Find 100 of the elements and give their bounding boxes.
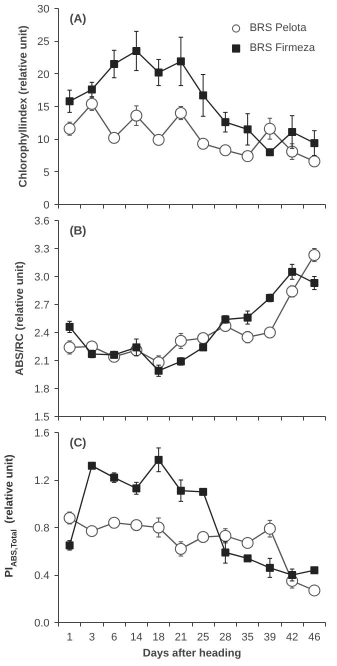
point bbox=[64, 122, 76, 135]
point bbox=[154, 68, 163, 77]
point bbox=[286, 146, 298, 158]
y-tick-label: 3.0 bbox=[34, 272, 50, 284]
x-tick-label: 6 bbox=[111, 632, 118, 644]
y-tick-label: 30 bbox=[37, 4, 50, 16]
point bbox=[242, 536, 254, 549]
y-tick-label: 2.7 bbox=[34, 300, 50, 312]
y-tick-label: 1.2 bbox=[34, 475, 50, 487]
y-tick-label: 1.6 bbox=[34, 428, 50, 440]
point bbox=[197, 531, 210, 543]
point bbox=[199, 488, 208, 496]
y-tick-label: 3.6 bbox=[34, 216, 50, 228]
point bbox=[219, 530, 232, 542]
point bbox=[130, 110, 142, 122]
x-tick-label: 46 bbox=[308, 632, 321, 644]
x-tick-label: 18 bbox=[152, 632, 165, 644]
point bbox=[174, 334, 187, 347]
legend-label: BRS Pelota bbox=[250, 22, 306, 34]
point bbox=[288, 128, 296, 136]
point bbox=[88, 462, 96, 470]
legend-label: BRS Firmeza bbox=[250, 42, 315, 54]
y-tick-label: 1.5 bbox=[34, 412, 50, 424]
point bbox=[197, 332, 210, 344]
point bbox=[152, 356, 165, 368]
point bbox=[176, 57, 185, 66]
point bbox=[152, 134, 165, 146]
point bbox=[266, 148, 274, 156]
chart-title: (C) bbox=[70, 436, 86, 450]
point bbox=[264, 522, 276, 535]
point bbox=[219, 144, 232, 156]
x-tick-label: 25 bbox=[197, 632, 210, 644]
y-tick-label: 25 bbox=[37, 36, 50, 48]
point bbox=[174, 542, 187, 555]
chart-title: (A) bbox=[70, 12, 86, 26]
point bbox=[308, 584, 320, 596]
point bbox=[64, 512, 76, 524]
x-tick-label: 28 bbox=[219, 632, 232, 644]
point bbox=[221, 548, 230, 556]
point bbox=[110, 60, 118, 68]
point bbox=[244, 554, 252, 562]
point bbox=[221, 118, 230, 126]
y-tick-label: 2.1 bbox=[34, 356, 50, 368]
point bbox=[310, 279, 318, 288]
point bbox=[244, 314, 252, 322]
point bbox=[154, 366, 163, 375]
point bbox=[176, 486, 185, 495]
point bbox=[108, 132, 120, 144]
point bbox=[66, 322, 74, 331]
y-tick-label: 10 bbox=[37, 134, 50, 146]
x-tick-label: 35 bbox=[242, 632, 254, 644]
x-tick-label: 42 bbox=[286, 632, 298, 644]
y-tick-label: 0.0 bbox=[34, 618, 50, 630]
point bbox=[310, 566, 318, 574]
point bbox=[152, 522, 165, 534]
y-tick-label: 0 bbox=[43, 200, 50, 212]
point bbox=[130, 519, 142, 532]
point bbox=[308, 249, 320, 262]
point bbox=[242, 331, 254, 344]
x-tick-label: 14 bbox=[130, 632, 143, 644]
y-tick-label: 20 bbox=[37, 68, 50, 81]
y-tick-label: 2.4 bbox=[34, 328, 50, 340]
x-tick-label: 21 bbox=[174, 632, 188, 644]
point bbox=[264, 326, 276, 338]
point bbox=[242, 150, 254, 162]
point bbox=[308, 155, 320, 168]
y-axis-title: PIABS,Total (relative unit) bbox=[4, 454, 18, 578]
x-tick-label: 39 bbox=[264, 632, 276, 644]
y-axis-title: ABS/RC (relative unit) bbox=[14, 261, 26, 376]
point bbox=[132, 46, 140, 55]
x-tick-label: 1 bbox=[66, 632, 73, 644]
point bbox=[86, 98, 98, 110]
point bbox=[199, 343, 208, 352]
point bbox=[264, 122, 276, 135]
point bbox=[174, 107, 187, 120]
y-axis-title: Chlorophyllindex (relative unit) bbox=[17, 25, 30, 188]
y-tick-label: 0.8 bbox=[34, 522, 50, 534]
chart-title: (B) bbox=[70, 224, 86, 238]
point bbox=[199, 91, 208, 100]
x-tick-label: 3 bbox=[88, 632, 95, 644]
point bbox=[244, 125, 252, 134]
y-tick-label: 5 bbox=[43, 166, 50, 179]
point bbox=[66, 97, 74, 106]
y-tick-label: 1.8 bbox=[34, 384, 50, 396]
point bbox=[64, 341, 76, 354]
point bbox=[286, 285, 298, 298]
point bbox=[288, 268, 296, 276]
point bbox=[310, 139, 318, 148]
point bbox=[288, 571, 296, 579]
x-axis-title: Days after heading bbox=[142, 648, 242, 660]
y-tick-label: 15 bbox=[37, 102, 50, 114]
point bbox=[197, 138, 210, 150]
y-tick-label: 3.3 bbox=[34, 244, 50, 256]
point bbox=[154, 456, 163, 464]
point bbox=[266, 564, 274, 572]
point bbox=[132, 484, 140, 492]
point bbox=[108, 516, 120, 529]
point bbox=[88, 86, 96, 94]
point bbox=[86, 525, 98, 538]
y-tick-label: 0.4 bbox=[34, 570, 50, 582]
